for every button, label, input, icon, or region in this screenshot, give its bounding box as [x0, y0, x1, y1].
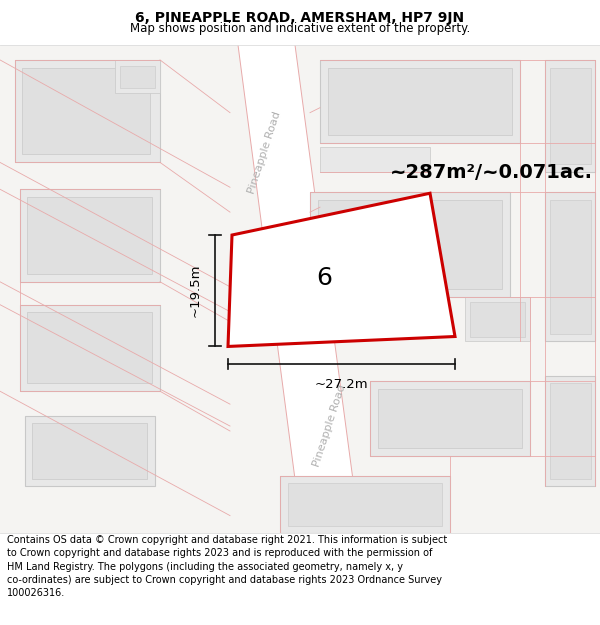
Polygon shape: [545, 60, 595, 172]
Polygon shape: [370, 381, 530, 456]
Polygon shape: [550, 200, 591, 334]
Polygon shape: [27, 198, 152, 274]
Text: Map shows position and indicative extent of the property.: Map shows position and indicative extent…: [130, 22, 470, 35]
Text: 6, PINEAPPLE ROAD, AMERSHAM, HP7 9JN: 6, PINEAPPLE ROAD, AMERSHAM, HP7 9JN: [136, 11, 464, 25]
Polygon shape: [20, 304, 160, 391]
Polygon shape: [328, 68, 512, 134]
Polygon shape: [550, 68, 591, 164]
Polygon shape: [465, 297, 530, 341]
Polygon shape: [545, 376, 595, 486]
Polygon shape: [320, 148, 430, 173]
Polygon shape: [280, 476, 450, 532]
Polygon shape: [238, 45, 360, 532]
Text: Pineapple Road: Pineapple Road: [312, 384, 348, 469]
Text: 6: 6: [316, 266, 332, 290]
Text: ~19.5m: ~19.5m: [189, 264, 202, 318]
Polygon shape: [120, 66, 155, 88]
Polygon shape: [310, 192, 510, 297]
Polygon shape: [550, 383, 591, 479]
Polygon shape: [228, 193, 455, 346]
Text: ~27.2m: ~27.2m: [314, 378, 368, 391]
Polygon shape: [378, 389, 522, 448]
Polygon shape: [22, 68, 150, 154]
Polygon shape: [545, 192, 595, 341]
Polygon shape: [320, 60, 520, 142]
Polygon shape: [318, 200, 502, 289]
Polygon shape: [27, 312, 152, 383]
Text: Contains OS data © Crown copyright and database right 2021. This information is : Contains OS data © Crown copyright and d…: [7, 535, 448, 598]
Polygon shape: [25, 416, 155, 486]
Polygon shape: [32, 423, 147, 479]
Polygon shape: [15, 60, 160, 162]
Polygon shape: [470, 302, 525, 336]
Polygon shape: [115, 60, 160, 92]
Text: Pineapple Road: Pineapple Road: [247, 110, 283, 195]
Polygon shape: [288, 482, 442, 526]
Text: ~287m²/~0.071ac.: ~287m²/~0.071ac.: [390, 163, 593, 182]
Polygon shape: [20, 189, 160, 282]
